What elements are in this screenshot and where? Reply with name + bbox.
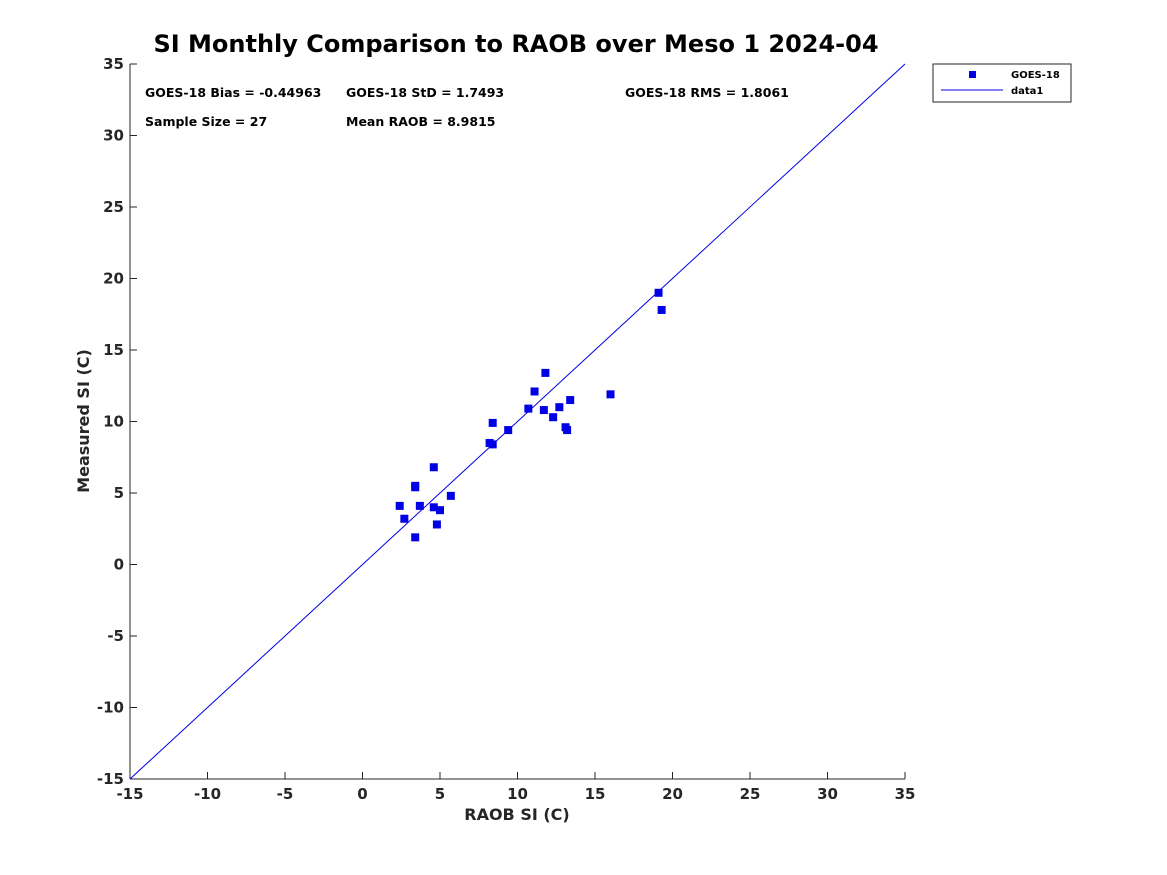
- annotation-sample-size: Sample Size = 27: [145, 114, 267, 129]
- y-tick-label: -10: [97, 699, 124, 717]
- data-point: [488, 418, 497, 427]
- x-tick-label: 20: [662, 785, 683, 803]
- data-point: [524, 404, 533, 413]
- y-tick-label: 5: [114, 484, 124, 502]
- x-tick-label: 35: [895, 785, 916, 803]
- x-tick-label: -5: [277, 785, 294, 803]
- x-tick-label: -10: [194, 785, 221, 803]
- data-point: [446, 491, 455, 500]
- data-point: [400, 514, 409, 523]
- series-line-data1: [129, 63, 906, 780]
- data-point: [555, 403, 564, 412]
- y-tick-label: 15: [103, 341, 124, 359]
- data-point: [411, 533, 420, 542]
- y-tick-label: -5: [107, 627, 124, 645]
- legend-box: [932, 63, 1072, 103]
- y-axis-ticks: -15 -10 -5 0 5 10 15 20 25 30 35: [97, 55, 137, 788]
- legend: GOES-18 data1: [932, 63, 1072, 103]
- data-point: [436, 506, 444, 515]
- series-data1: [129, 63, 906, 780]
- y-tick-label: 30: [103, 127, 124, 145]
- x-tick-label: 25: [740, 785, 761, 803]
- data-point: [395, 501, 404, 510]
- x-tick-label: -15: [116, 785, 143, 803]
- y-tick-label: 0: [114, 556, 124, 574]
- data-point: [530, 387, 539, 396]
- data-point: [541, 368, 550, 377]
- data-point: [539, 406, 548, 415]
- chart-title: SI Monthly Comparison to RAOB over Meso …: [153, 30, 878, 58]
- data-point: [488, 440, 497, 449]
- legend-label-goes-18: GOES-18: [1011, 70, 1060, 81]
- y-tick-label: 35: [103, 55, 124, 73]
- data-point: [429, 463, 438, 472]
- y-tick-label: 25: [103, 198, 124, 216]
- legend-label-data1: data1: [1011, 86, 1043, 97]
- data-point: [654, 288, 663, 297]
- data-point: [411, 483, 420, 492]
- data-point: [563, 426, 572, 435]
- data-point: [429, 503, 438, 512]
- data-point: [657, 305, 666, 314]
- data-point: [549, 413, 558, 422]
- x-axis-ticks: -15 -10 -5 0 5 10 15 20 25 30 35: [116, 772, 915, 803]
- series-goes-18: [395, 288, 666, 542]
- x-tick-label: 10: [507, 785, 528, 803]
- y-tick-label: 20: [103, 270, 124, 288]
- x-tick-label: 5: [435, 785, 445, 803]
- y-tick-label: -15: [97, 770, 124, 788]
- x-tick-label: 30: [817, 785, 838, 803]
- x-axis-label: RAOB SI (C): [464, 805, 569, 824]
- annotation-rms: GOES-18 RMS = 1.8061: [625, 85, 789, 100]
- annotation-mean-raob: Mean RAOB = 8.9815: [346, 114, 495, 129]
- data-point: [566, 396, 575, 405]
- x-tick-label: 0: [357, 785, 367, 803]
- legend-marker-goes-18: [969, 71, 976, 78]
- annotation-bias: GOES-18 Bias = -0.44963: [145, 85, 321, 100]
- data-point: [432, 520, 441, 529]
- data-point: [415, 501, 424, 510]
- y-axis-label: Measured SI (C): [74, 349, 93, 493]
- x-tick-label: 15: [585, 785, 606, 803]
- y-tick-label: 10: [103, 413, 124, 431]
- annotation-std: GOES-18 StD = 1.7493: [346, 85, 504, 100]
- data-point: [606, 390, 615, 399]
- data-point: [504, 426, 513, 435]
